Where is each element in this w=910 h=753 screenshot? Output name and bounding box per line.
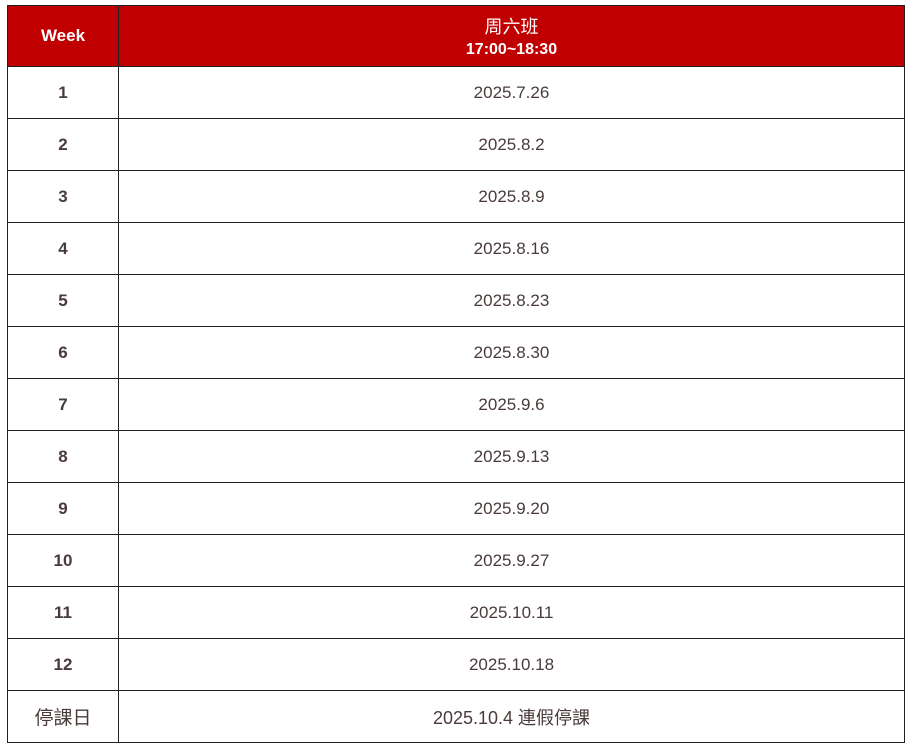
week-number: 8 [7,430,119,483]
holiday-row: 停課日 2025.10.4 連假停課 [7,690,905,743]
week-number: 3 [7,170,119,223]
holiday-label: 停課日 [7,690,119,743]
week-header: Week [7,5,119,67]
schedule-table: Week 周六班 17:00~18:30 1 2025.7.26 2 2025.8.2… [7,5,905,743]
table-row: 10 2025.9.27 [7,534,905,587]
table-row: 11 2025.10.11 [7,586,905,639]
class-date: 2025.8.9 [118,170,905,223]
class-date: 2025.8.2 [118,118,905,171]
table-row: 7 2025.9.6 [7,378,905,431]
header-row: Week 周六班 17:00~18:30 [7,5,905,67]
table-row: 9 2025.9.20 [7,482,905,535]
class-date: 2025.8.16 [118,222,905,275]
week-number: 2 [7,118,119,171]
class-date: 2025.10.18 [118,638,905,691]
class-date: 2025.9.13 [118,430,905,483]
table-row: 4 2025.8.16 [7,222,905,275]
class-date: 2025.9.27 [118,534,905,587]
class-date: 2025.8.30 [118,326,905,379]
class-name: 周六班 [484,17,539,37]
class-date: 2025.9.20 [118,482,905,535]
week-number: 9 [7,482,119,535]
class-time: 17:00~18:30 [465,41,558,58]
class-date: 2025.7.26 [118,66,905,119]
week-number: 11 [7,586,119,639]
week-number: 1 [7,66,119,119]
table-row: 12 2025.10.18 [7,638,905,691]
class-date: 2025.8.23 [118,274,905,327]
week-number: 10 [7,534,119,587]
table-row: 8 2025.9.13 [7,430,905,483]
class-date: 2025.10.11 [118,586,905,639]
week-number: 4 [7,222,119,275]
class-date: 2025.9.6 [118,378,905,431]
table-row: 3 2025.8.9 [7,170,905,223]
table-row: 1 2025.7.26 [7,66,905,119]
table-row: 5 2025.8.23 [7,274,905,327]
week-number: 12 [7,638,119,691]
class-header: 周六班 17:00~18:30 [118,5,905,67]
week-number: 5 [7,274,119,327]
week-number: 7 [7,378,119,431]
week-number: 6 [7,326,119,379]
holiday-value: 2025.10.4 連假停課 [118,690,905,743]
table-row: 2 2025.8.2 [7,118,905,171]
table-row: 6 2025.8.30 [7,326,905,379]
